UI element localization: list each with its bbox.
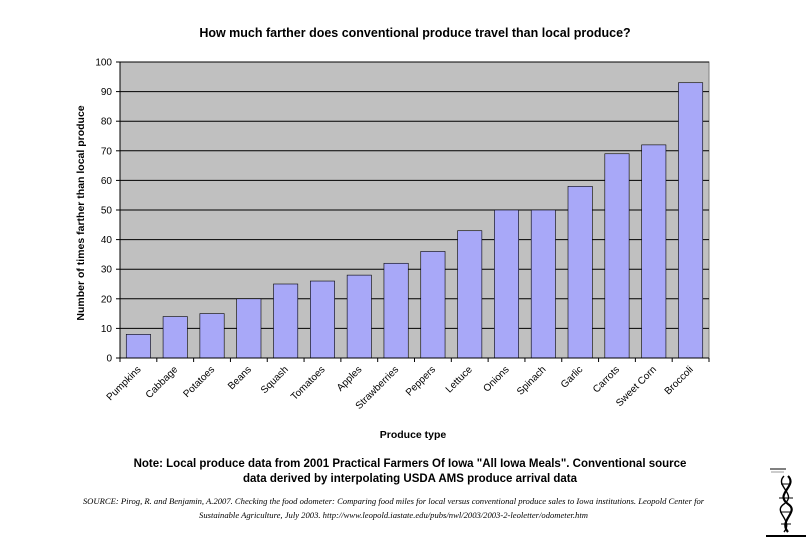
bar-onions	[494, 209, 519, 359]
bar-squash	[273, 283, 299, 359]
x-tick-label: Apples	[335, 364, 364, 393]
x-tick-label: Onions	[481, 364, 511, 394]
bar-pumpkins	[125, 334, 151, 359]
source-citation: SOURCE: Pirog, R. and Benjamin, A.2007. …	[30, 494, 757, 522]
bar-lettuce	[457, 230, 483, 359]
y-tick-label: 30	[101, 265, 113, 276]
x-axis-ticks: Pumpkins Cabbage Potatoes Beans SquashTomato…	[105, 358, 710, 412]
chart-title: How much farther does conventional produ…	[199, 26, 630, 40]
bar-apples	[346, 274, 372, 359]
bar-garlic	[567, 186, 593, 359]
y-axis-ticks: 0 10 20 30 40 50 60 70 80 90 100	[95, 58, 120, 365]
source-line-2: Sustainable Agriculture, July 2003. http…	[199, 510, 588, 520]
y-tick-label: 50	[101, 206, 113, 217]
source-line-1: SOURCE: Pirog, R. and Benjamin, A.2007. …	[82, 496, 705, 506]
note-line-2: data derived by interpolating USDA AMS p…	[243, 473, 577, 485]
x-tick-label: Pumpkins	[105, 364, 144, 403]
x-tick-label: Peppers	[404, 364, 438, 398]
bar-potatoes	[199, 313, 225, 359]
x-tick-label: Spinach	[515, 364, 548, 397]
x-axis-title: Produce type	[380, 429, 447, 441]
x-tick-label: Squash	[259, 364, 291, 396]
bars	[125, 82, 704, 359]
x-tick-label: Beans	[226, 364, 254, 392]
y-tick-label: 20	[101, 294, 113, 305]
x-tick-label: Broccoli	[663, 364, 696, 397]
y-tick-label: 10	[101, 324, 113, 335]
y-tick-label: 0	[106, 354, 112, 365]
bar-carrots	[604, 153, 630, 359]
bar-strawberries	[383, 262, 409, 359]
x-tick-label: Lettuce	[444, 364, 475, 395]
x-tick-label: Potatoes	[181, 364, 217, 400]
bar-spinach	[530, 209, 556, 359]
y-tick-label: 100	[95, 58, 112, 69]
y-tick-label: 70	[101, 146, 113, 157]
bar-broccoli	[678, 82, 704, 359]
y-tick-label: 90	[101, 87, 113, 98]
bar-peppers	[420, 251, 446, 359]
x-tick-label: Tomatoes	[289, 364, 327, 402]
chart-note: Note: Local produce data from 2001 Pract…	[60, 457, 760, 487]
bar-tomatoes	[310, 280, 335, 359]
x-tick-label: Carrots	[591, 364, 622, 395]
bar-cabbage	[162, 316, 188, 359]
bar-beans	[236, 298, 262, 359]
x-tick-label: Cabbage	[144, 364, 181, 401]
x-tick-label: Garlic	[559, 364, 585, 390]
y-tick-label: 40	[101, 235, 113, 246]
y-axis-title: Number of times farther than local produ…	[75, 105, 87, 320]
bar-sweet-corn	[641, 144, 667, 359]
y-tick-label: 80	[101, 117, 113, 128]
y-tick-label: 60	[101, 176, 113, 187]
leopold-center-logo	[764, 466, 808, 540]
note-line-1: Note: Local produce data from 2001 Pract…	[133, 458, 687, 470]
